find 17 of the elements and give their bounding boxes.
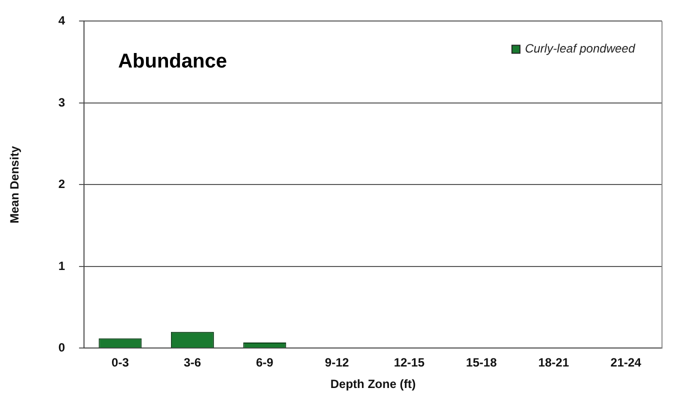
x-tick-label: 6-9 [256,356,274,370]
x-tick-label: 15-18 [466,356,498,370]
x-axis-title: Depth Zone (ft) [330,377,416,392]
y-tick-label: 1 [58,258,66,273]
x-tick-label: 18-21 [538,356,570,370]
x-tick-label: 0-3 [112,356,130,370]
text: Abundance [118,50,227,73]
x-tick-label: 9-12 [324,356,350,370]
y-tick-label: 0 [58,340,66,355]
x-tick-label: 3-6 [184,356,202,370]
y-tick-label: 2 [58,177,66,192]
y-axis-title: Mean Density [8,146,22,224]
x-tick-label: 21-24 [610,356,642,370]
legend-label: Curly-leaf pondweed [524,42,636,56]
y-tick-label: 3 [58,95,66,110]
x-tick-label: 12-15 [394,356,425,370]
y-tick-label: 4 [58,14,66,28]
